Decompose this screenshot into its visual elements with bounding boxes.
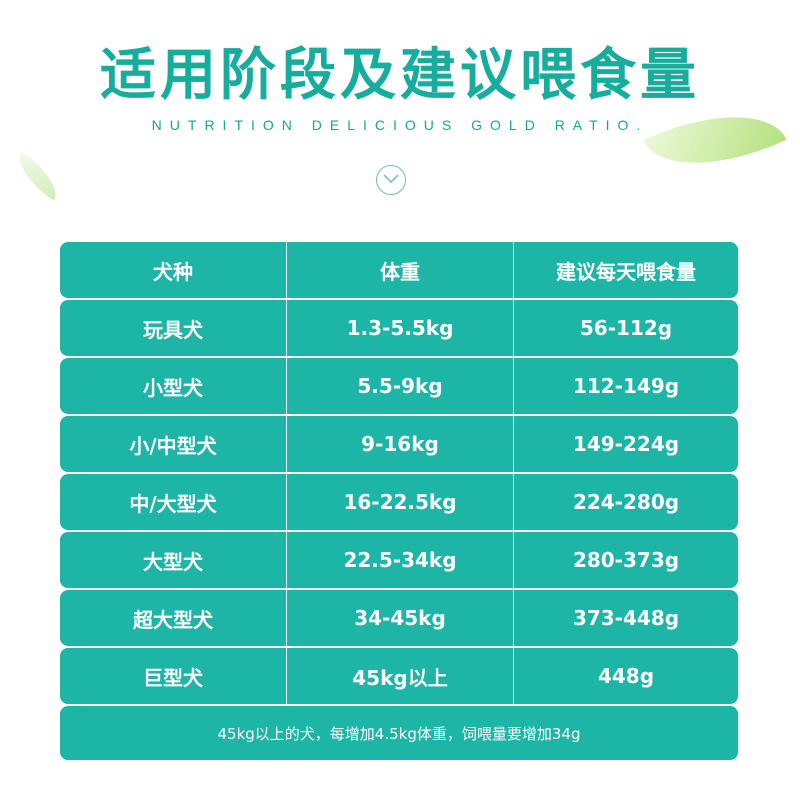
table-cell: 巨型犬 [60, 648, 287, 704]
table-cell: 56-112g [579, 316, 673, 340]
column-header: 体重 [287, 242, 514, 298]
table-cell: 448g [597, 664, 655, 688]
table-cell: 280-373g [572, 548, 680, 572]
table-cell: 1.3-5.5kg [287, 300, 514, 356]
table-cell: 373-448g [572, 606, 680, 630]
table-cell: 小型犬 [60, 358, 287, 414]
page-title: 适用阶段及建议喂食量 [100, 43, 700, 108]
chevron-down-icon [376, 165, 406, 195]
feeding-table: 犬种 体重 建议每天喂食量 玩具犬 1.3-5.5kg 56-112g 小型犬 5.5-… [60, 242, 738, 760]
table-cell: 45kg以上 [287, 648, 514, 704]
table-cell: 5.5-9kg [287, 358, 514, 414]
table-row: 超大型犬 34-45kg 373-448g [60, 590, 738, 646]
table-row: 小/中型犬 9-16kg 149-224g [60, 416, 738, 472]
table-cell: 16-22.5kg [287, 474, 514, 530]
table-row: 中/大型犬 16-22.5kg 224-280g [60, 474, 738, 530]
table-cell: 小/中型犬 [60, 416, 287, 472]
table-cell: 34-45kg [287, 590, 514, 646]
table-cell: 224-280g [572, 490, 680, 514]
table-cell: 22.5-34kg [287, 532, 514, 588]
table-cell: 149-224g [572, 432, 680, 456]
table-cell: 中/大型犬 [60, 474, 287, 530]
table-cell: 玩具犬 [60, 300, 287, 356]
table-cell: 9-16kg [287, 416, 514, 472]
table-cell: 超大型犬 [60, 590, 287, 646]
table-cell: 112-149g [572, 374, 680, 398]
column-header: 犬种 [60, 242, 287, 298]
table-cell: 大型犬 [60, 532, 287, 588]
table-row: 巨型犬 45kg以上 448g [60, 648, 738, 704]
table-row: 小型犬 5.5-9kg 112-149g [60, 358, 738, 414]
leaf-decoration [8, 151, 67, 201]
table-footnote: 45kg以上的犬，每增加4.5kg体重，饲喂量要增加34g [60, 706, 738, 760]
column-header: 建议每天喂食量 [556, 259, 696, 284]
table-row: 玩具犬 1.3-5.5kg 56-112g [60, 300, 738, 356]
page-subtitle: NUTRITION DELICIOUS GOLD RATIO. [151, 117, 649, 133]
table-header-row: 犬种 体重 建议每天喂食量 [60, 242, 738, 298]
table-row: 大型犬 22.5-34kg 280-373g [60, 532, 738, 588]
